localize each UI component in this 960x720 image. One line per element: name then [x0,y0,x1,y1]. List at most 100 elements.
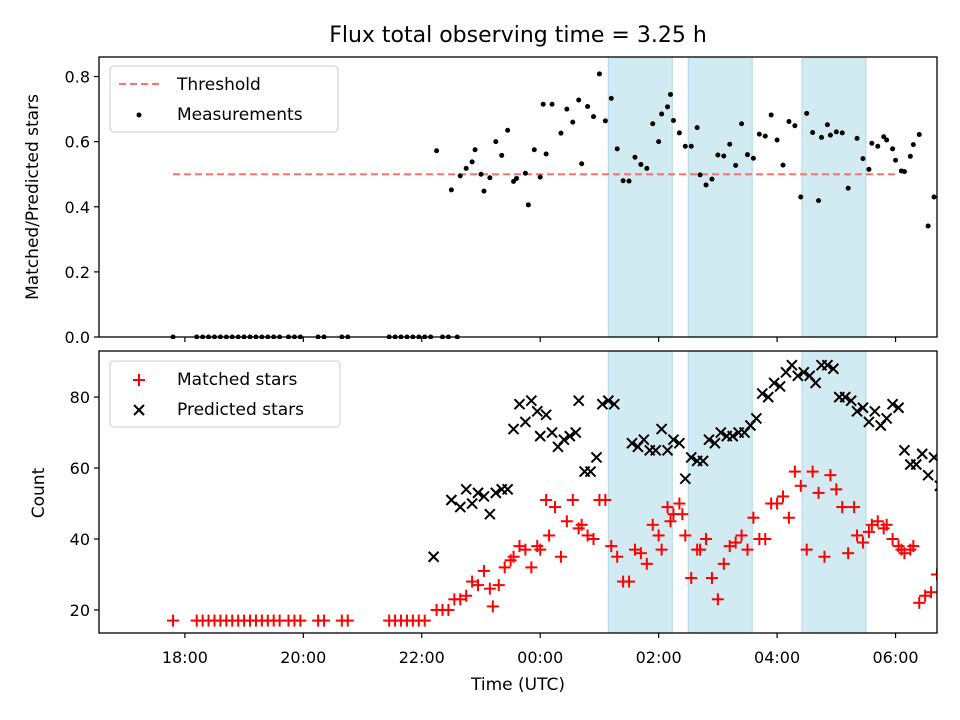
measurement-point [869,140,875,146]
measurement-point [774,137,780,143]
matched-star-point [705,572,718,585]
predicted-star-point [715,426,727,439]
measurement-point [493,139,499,145]
matched-star-point [486,600,499,613]
predicted-star-point [750,412,763,425]
plot-frame [98,350,938,634]
measurement-point [824,122,830,128]
star-count-panel: 20 40 60 80 18:00 20:00 22:00 00:00 02:00 04:00 0… [29,350,960,695]
measurement-point [688,143,694,149]
matched-star-point [661,501,674,514]
matched-star-point [794,479,807,492]
matched-star-point [673,497,686,510]
measurement-point [499,152,505,158]
predicted-star-point [534,430,546,442]
measurement-point [682,143,688,149]
matched-star-point [167,614,180,627]
x-tick-label: 06:00 [872,648,918,667]
matched-star-point [880,518,893,531]
predicted-star-point [863,416,875,428]
measurement-point [709,176,715,182]
matched-star-point [599,493,612,506]
predicted-star-point [709,437,721,449]
matched-star-point [949,597,960,609]
measurement-point [531,147,537,153]
measurement-point [644,165,650,171]
legend-predicted-swatch [133,404,145,416]
predicted-star-point [602,394,615,407]
predicted-star-point [928,451,937,464]
predicted-star-point [821,359,834,371]
predicted-star-point [570,426,582,439]
matched-star-point [498,561,511,574]
predicted-star-point [703,433,715,446]
predicted-star-point [673,437,686,449]
predicted-star-point [768,377,780,389]
matched-star-point [492,579,505,592]
measurement-point [866,166,872,172]
measurement-point [804,110,810,116]
matched-star-point [925,586,937,599]
y-tick-label: 0.8 [65,68,90,87]
x-tick-label: 18:00 [162,648,208,667]
predicted-star-point [827,363,840,375]
y-tick-label: 80 [70,388,90,407]
matched-star-point [824,469,837,482]
matched-star-point [931,568,937,581]
matched-star-point [294,614,307,627]
measurement-point [890,146,896,152]
measurement-point [901,169,907,175]
matched-star-point [862,525,875,538]
observing-window-shading [607,350,867,634]
matched-star-point [685,572,698,585]
predicted-star-point [558,433,570,446]
measurement-point [665,104,671,110]
y-tick-label: 20 [70,601,90,620]
predicted-star-point [472,487,484,499]
flux-ratio-panel: 0.00.20.40.60.8 Matched/Predicted stars … [23,56,938,347]
measurement-point [522,170,528,176]
matched-star-point [341,614,354,627]
matched-star-point [788,465,801,478]
predicted-star-point [857,402,869,414]
measurement-point [543,151,549,157]
measurement-point [833,129,839,135]
measurement-point [505,127,511,133]
x-tick-label: 00:00 [517,648,563,667]
measurement-point [602,118,608,124]
measurement-point [514,175,520,181]
legend-measurements-swatch [136,112,142,118]
predicted-star-point [947,548,957,558]
matched-star-point [664,515,677,528]
measurement-point [916,131,922,137]
matched-star-point [640,557,653,570]
legend-threshold-label: Threshold [176,75,261,95]
legend-box [109,360,341,428]
observing-window [607,56,673,338]
measurement-point [819,134,825,140]
legend-predicted-label: Predicted stars [177,400,304,420]
x-axis-ticks: 18:00 20:00 22:00 00:00 02:00 04:00 06:00 [162,633,919,667]
measurement-point [596,71,602,77]
predicted-star-point [922,469,934,481]
matched-star-point [418,614,431,627]
measurement-point [810,130,816,136]
measurement-point [650,121,656,127]
measurement-point [448,187,454,193]
matched-star-point [566,493,579,506]
predicted-star-point [519,416,532,428]
matched-star-point [777,490,790,503]
observing-window [607,350,673,634]
matched-star-point [842,547,855,560]
predicted-star-point [454,501,466,513]
predicted-star-point [572,394,585,407]
y-tick-label: 0.6 [65,133,90,152]
matched-star-point [575,518,588,531]
measurement-point [481,188,487,194]
predicted-star-point [762,391,774,403]
predicted-star-point [839,391,851,403]
measurement-point [931,194,937,200]
matched-star-point [711,593,724,606]
measurement-point [925,223,931,229]
